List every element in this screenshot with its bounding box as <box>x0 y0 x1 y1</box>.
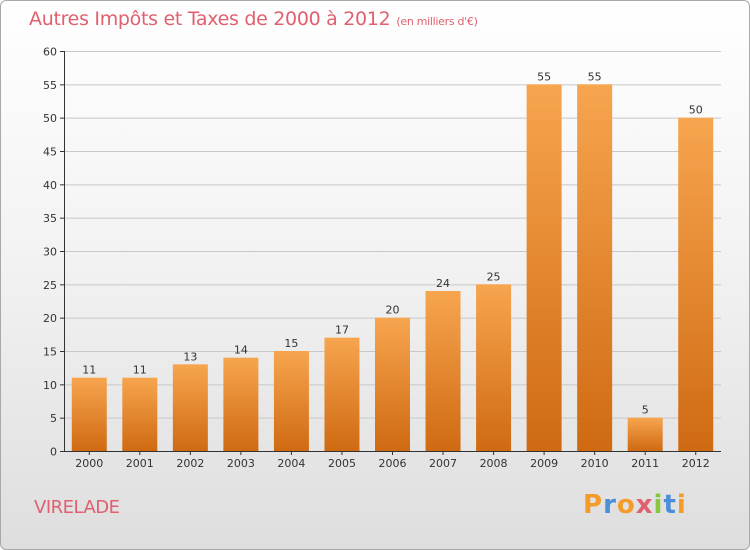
data-label: 11 <box>82 364 96 377</box>
bar <box>223 357 259 451</box>
data-label: 5 <box>642 404 649 417</box>
logo-letter: r <box>603 490 617 520</box>
y-tick-label: 45 <box>43 146 57 159</box>
y-tick-label: 10 <box>43 379 57 392</box>
bar <box>577 84 613 451</box>
x-tick-label: 2004 <box>277 457 305 470</box>
data-label: 50 <box>689 104 703 117</box>
bar <box>526 84 562 451</box>
logo-letter: i <box>653 490 664 520</box>
bar <box>476 284 512 451</box>
y-tick-label: 30 <box>43 246 57 259</box>
x-tick-label: 2005 <box>328 457 356 470</box>
chart-title: Autres Impôts et Taxes de 2000 à 2012 (en… <box>29 8 478 30</box>
x-tick-label: 2006 <box>379 457 407 470</box>
logo-letter: x <box>635 490 654 520</box>
data-label: 13 <box>183 350 197 363</box>
logo-letter: o <box>616 490 636 520</box>
proxiti-logo: Proxiti <box>583 490 687 520</box>
data-label: 11 <box>133 364 147 377</box>
x-tick-label: 2000 <box>75 457 103 470</box>
y-tick-label: 40 <box>43 179 57 192</box>
chart-title-text: Autres Impôts et Taxes de 2000 à 2012 <box>29 8 391 30</box>
bar <box>678 117 714 452</box>
bar <box>324 337 360 451</box>
data-label: 14 <box>234 344 248 357</box>
data-label: 25 <box>487 270 501 283</box>
place-name: VIRELADE <box>34 497 120 518</box>
y-tick-label: 5 <box>50 412 57 425</box>
bar <box>627 417 663 451</box>
data-label: 55 <box>537 70 551 83</box>
y-tick-label: 60 <box>43 46 57 59</box>
logo-letter: i <box>676 490 687 520</box>
bar <box>375 317 410 451</box>
bar <box>425 291 461 451</box>
x-tick-label: 2012 <box>682 457 710 470</box>
x-tick-label: 2009 <box>530 457 558 470</box>
bar <box>71 377 107 451</box>
logo-letter: P <box>583 490 604 520</box>
x-tick-label: 2003 <box>227 457 255 470</box>
bar <box>172 364 208 451</box>
x-tick-label: 2007 <box>429 457 457 470</box>
data-label: 55 <box>588 70 602 83</box>
bar <box>122 377 158 451</box>
x-tick-label: 2002 <box>176 457 204 470</box>
data-label: 15 <box>284 337 298 350</box>
y-tick-label: 55 <box>43 79 57 92</box>
x-tick-label: 2010 <box>581 457 609 470</box>
bar <box>273 351 309 451</box>
data-label: 24 <box>436 277 450 290</box>
data-label: 17 <box>335 324 349 337</box>
y-tick-label: 35 <box>43 212 57 225</box>
y-tick-label: 20 <box>43 312 57 325</box>
y-tick-label: 0 <box>50 446 57 459</box>
logo-letter: t <box>663 490 677 520</box>
x-tick-label: 2011 <box>631 457 659 470</box>
y-tick-label: 15 <box>43 346 57 359</box>
y-tick-label: 25 <box>43 279 57 292</box>
y-tick-label: 50 <box>43 112 57 125</box>
x-tick-label: 2001 <box>126 457 154 470</box>
data-label: 20 <box>386 304 400 317</box>
chart-unit: (en milliers d'€) <box>396 15 478 28</box>
x-tick-label: 2008 <box>480 457 508 470</box>
